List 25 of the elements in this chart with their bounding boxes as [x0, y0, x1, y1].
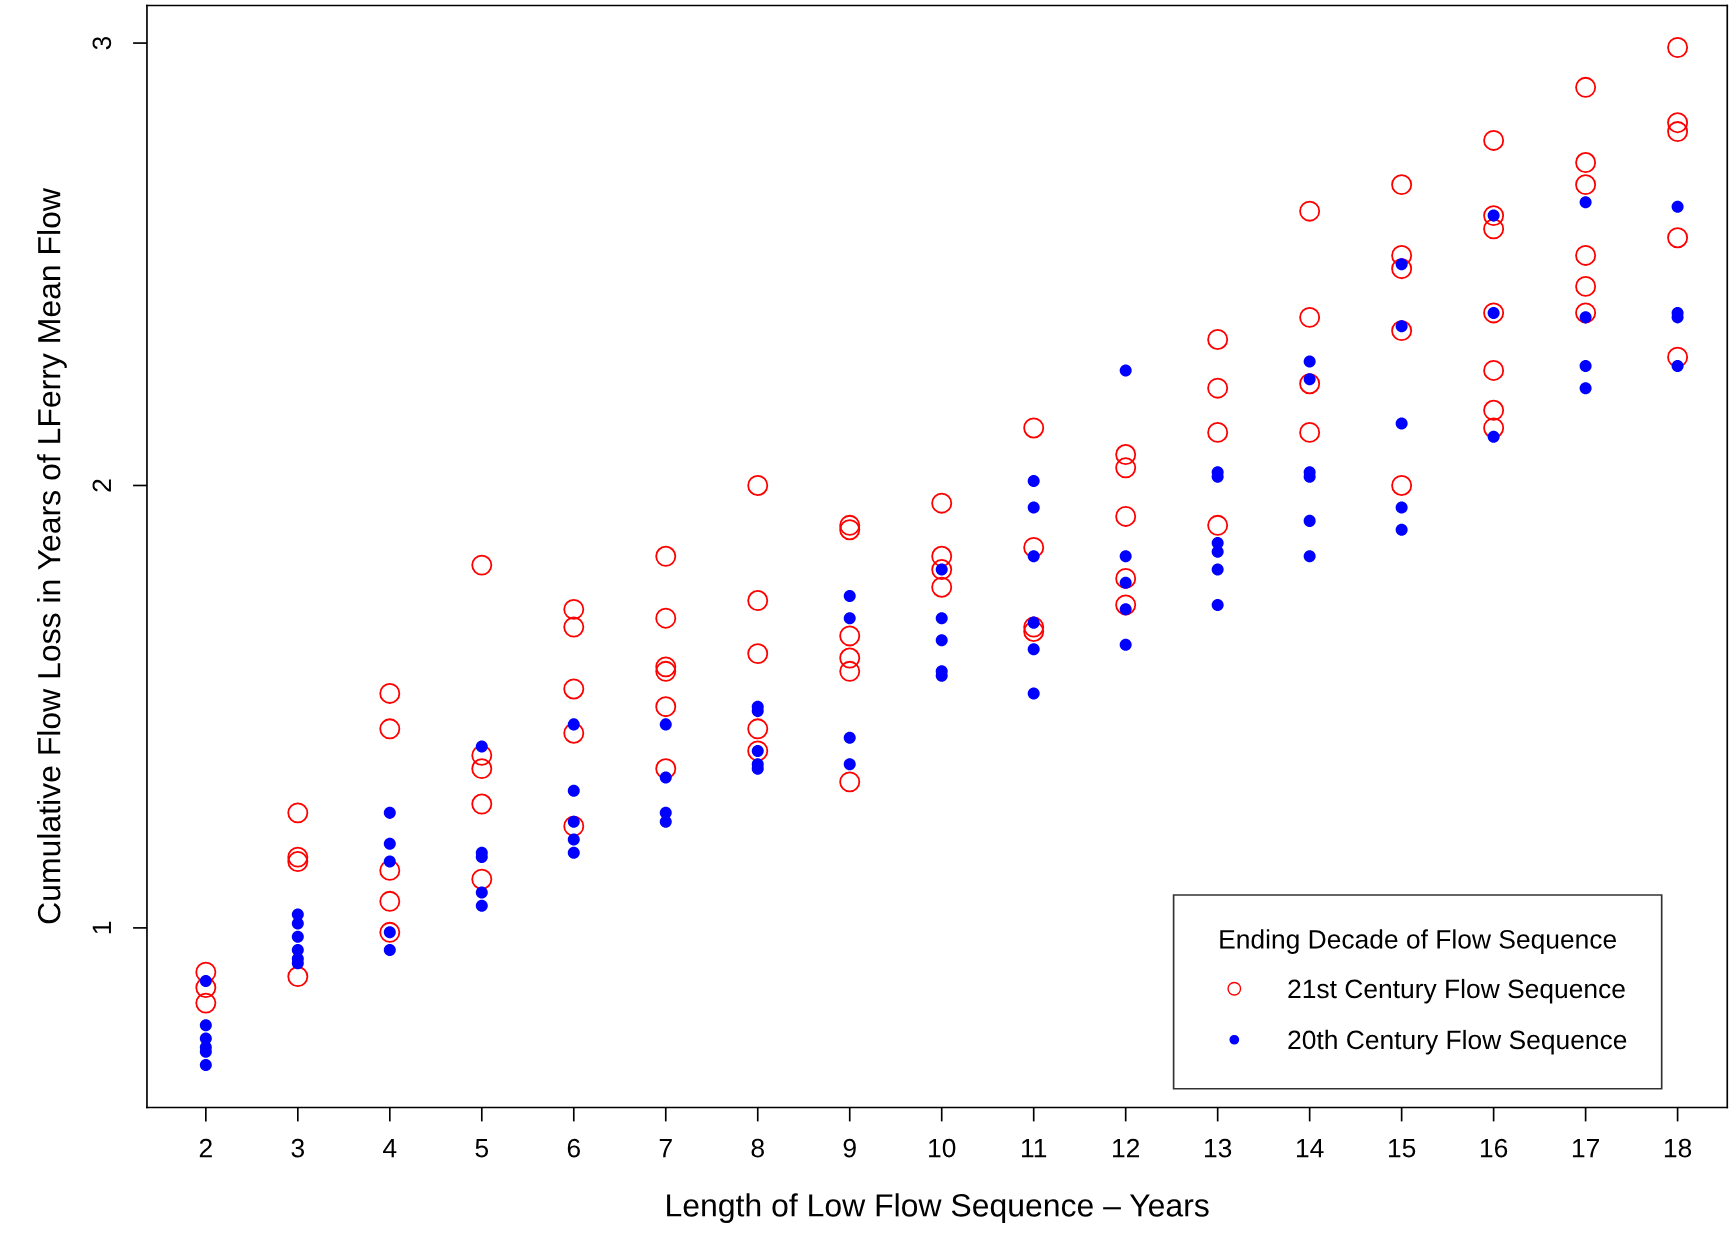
y-tick-label: 2 — [92, 479, 111, 492]
legend-label: 21st Century Flow Sequence — [1288, 978, 1625, 1004]
x-tick-label: 2 — [199, 1138, 212, 1158]
x-tick-label: 18 — [1664, 1138, 1692, 1158]
x-tick-label: 15 — [1388, 1139, 1416, 1158]
x-tick-label: 17 — [1572, 1139, 1599, 1158]
x-tick-label: 5 — [475, 1139, 489, 1158]
x-tick-label: 7 — [659, 1139, 672, 1158]
y-axis-title: Cumulative Flow Loss in Years of LFerry Mean Flow — [37, 187, 67, 924]
x-tick-label: 16 — [1480, 1138, 1508, 1158]
x-tick-label: 11 — [1022, 1139, 1047, 1158]
x-tick-label: 3 — [291, 1138, 304, 1158]
x-tick-label: 12 — [1113, 1138, 1140, 1158]
legend-title: Ending Decade of Flow Sequence — [1220, 929, 1616, 954]
y-tick-label: 1 — [92, 921, 111, 934]
x-tick-label: 13 — [1205, 1138, 1232, 1158]
x-tick-label: 8 — [751, 1138, 764, 1158]
x-axis-title: Length of Low Flow Sequence – Years — [667, 1193, 1209, 1223]
legend-label: 20th Century Flow Sequence — [1288, 1029, 1627, 1055]
x-tick-label: 14 — [1297, 1139, 1324, 1158]
x-tick-label: 9 — [843, 1138, 856, 1158]
x-tick-label: 10 — [929, 1138, 956, 1158]
x-tick-label: 6 — [567, 1138, 580, 1158]
x-tick-label: 4 — [383, 1139, 397, 1158]
y-tick-label: 3 — [92, 36, 112, 50]
